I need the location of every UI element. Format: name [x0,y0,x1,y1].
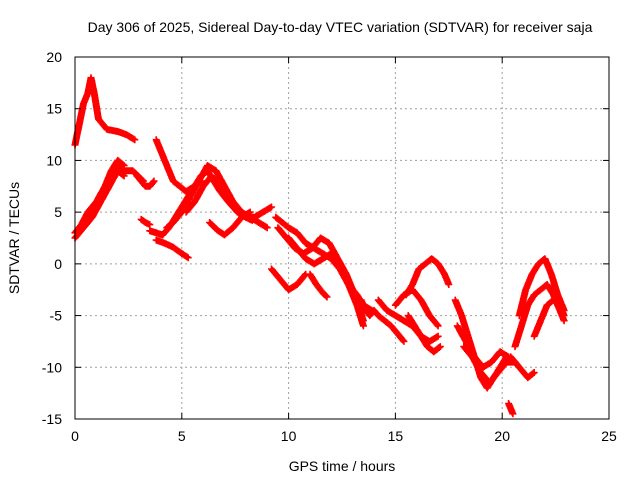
series-arc16 [268,265,310,294]
series-marks [133,172,158,190]
x-tick-label: 25 [601,428,617,444]
series-marks [268,265,310,294]
x-tick-label: 15 [388,428,404,444]
series-arc30 [505,400,517,418]
y-tick-label: 20 [46,49,62,65]
series-arc27 [515,255,568,320]
series-marks [152,236,192,262]
series-marks [515,255,568,320]
series-marks [306,270,331,301]
y-tick-label: -10 [42,359,62,375]
y-tick-label: 5 [54,204,62,220]
series-arc10 [206,208,254,239]
y-tick-label: 15 [46,101,62,117]
x-tick-label: 0 [71,428,79,444]
x-axis-label: GPS time / hours [289,458,396,474]
series-arc18 [357,296,408,345]
series-marks [404,312,444,356]
y-tick-label: -15 [42,411,62,427]
x-tick-label: 10 [281,428,297,444]
series-arc11 [152,236,192,262]
y-tick-label: 10 [46,152,62,168]
series-arc6 [133,172,158,190]
x-tick-label: 20 [494,428,510,444]
series-marks [505,400,517,418]
chart-title: Day 306 of 2025, Sidereal Day-to-day VTE… [88,19,593,35]
series-arc21 [402,255,453,299]
series-arc12 [137,215,154,229]
series-arc26 [507,353,538,382]
series-marks [285,234,367,330]
series-marks [357,296,408,345]
plot-frame [74,56,610,420]
y-axis-label: SDTVAR / TECUs [6,182,22,294]
series-arc4 [82,162,147,224]
series-marks [530,296,568,340]
series-marks [507,353,538,382]
series-arc22 [404,312,444,356]
series-marks [137,215,154,229]
series-marks [82,162,147,224]
series-arc15 [285,234,367,330]
y-tick-label: 0 [54,256,62,272]
y-tick-label: -5 [50,308,63,324]
x-tick-label: 5 [178,428,186,444]
axis-ticks: 0 5 10 15 20 25 -15 -10 -5 0 5 10 15 20 [42,49,617,444]
series-marks [460,343,519,387]
series-arc17 [306,270,331,301]
series-marks [402,255,453,299]
series-arc25 [460,343,519,387]
series-marks [206,208,254,239]
series-arc29 [530,296,568,340]
